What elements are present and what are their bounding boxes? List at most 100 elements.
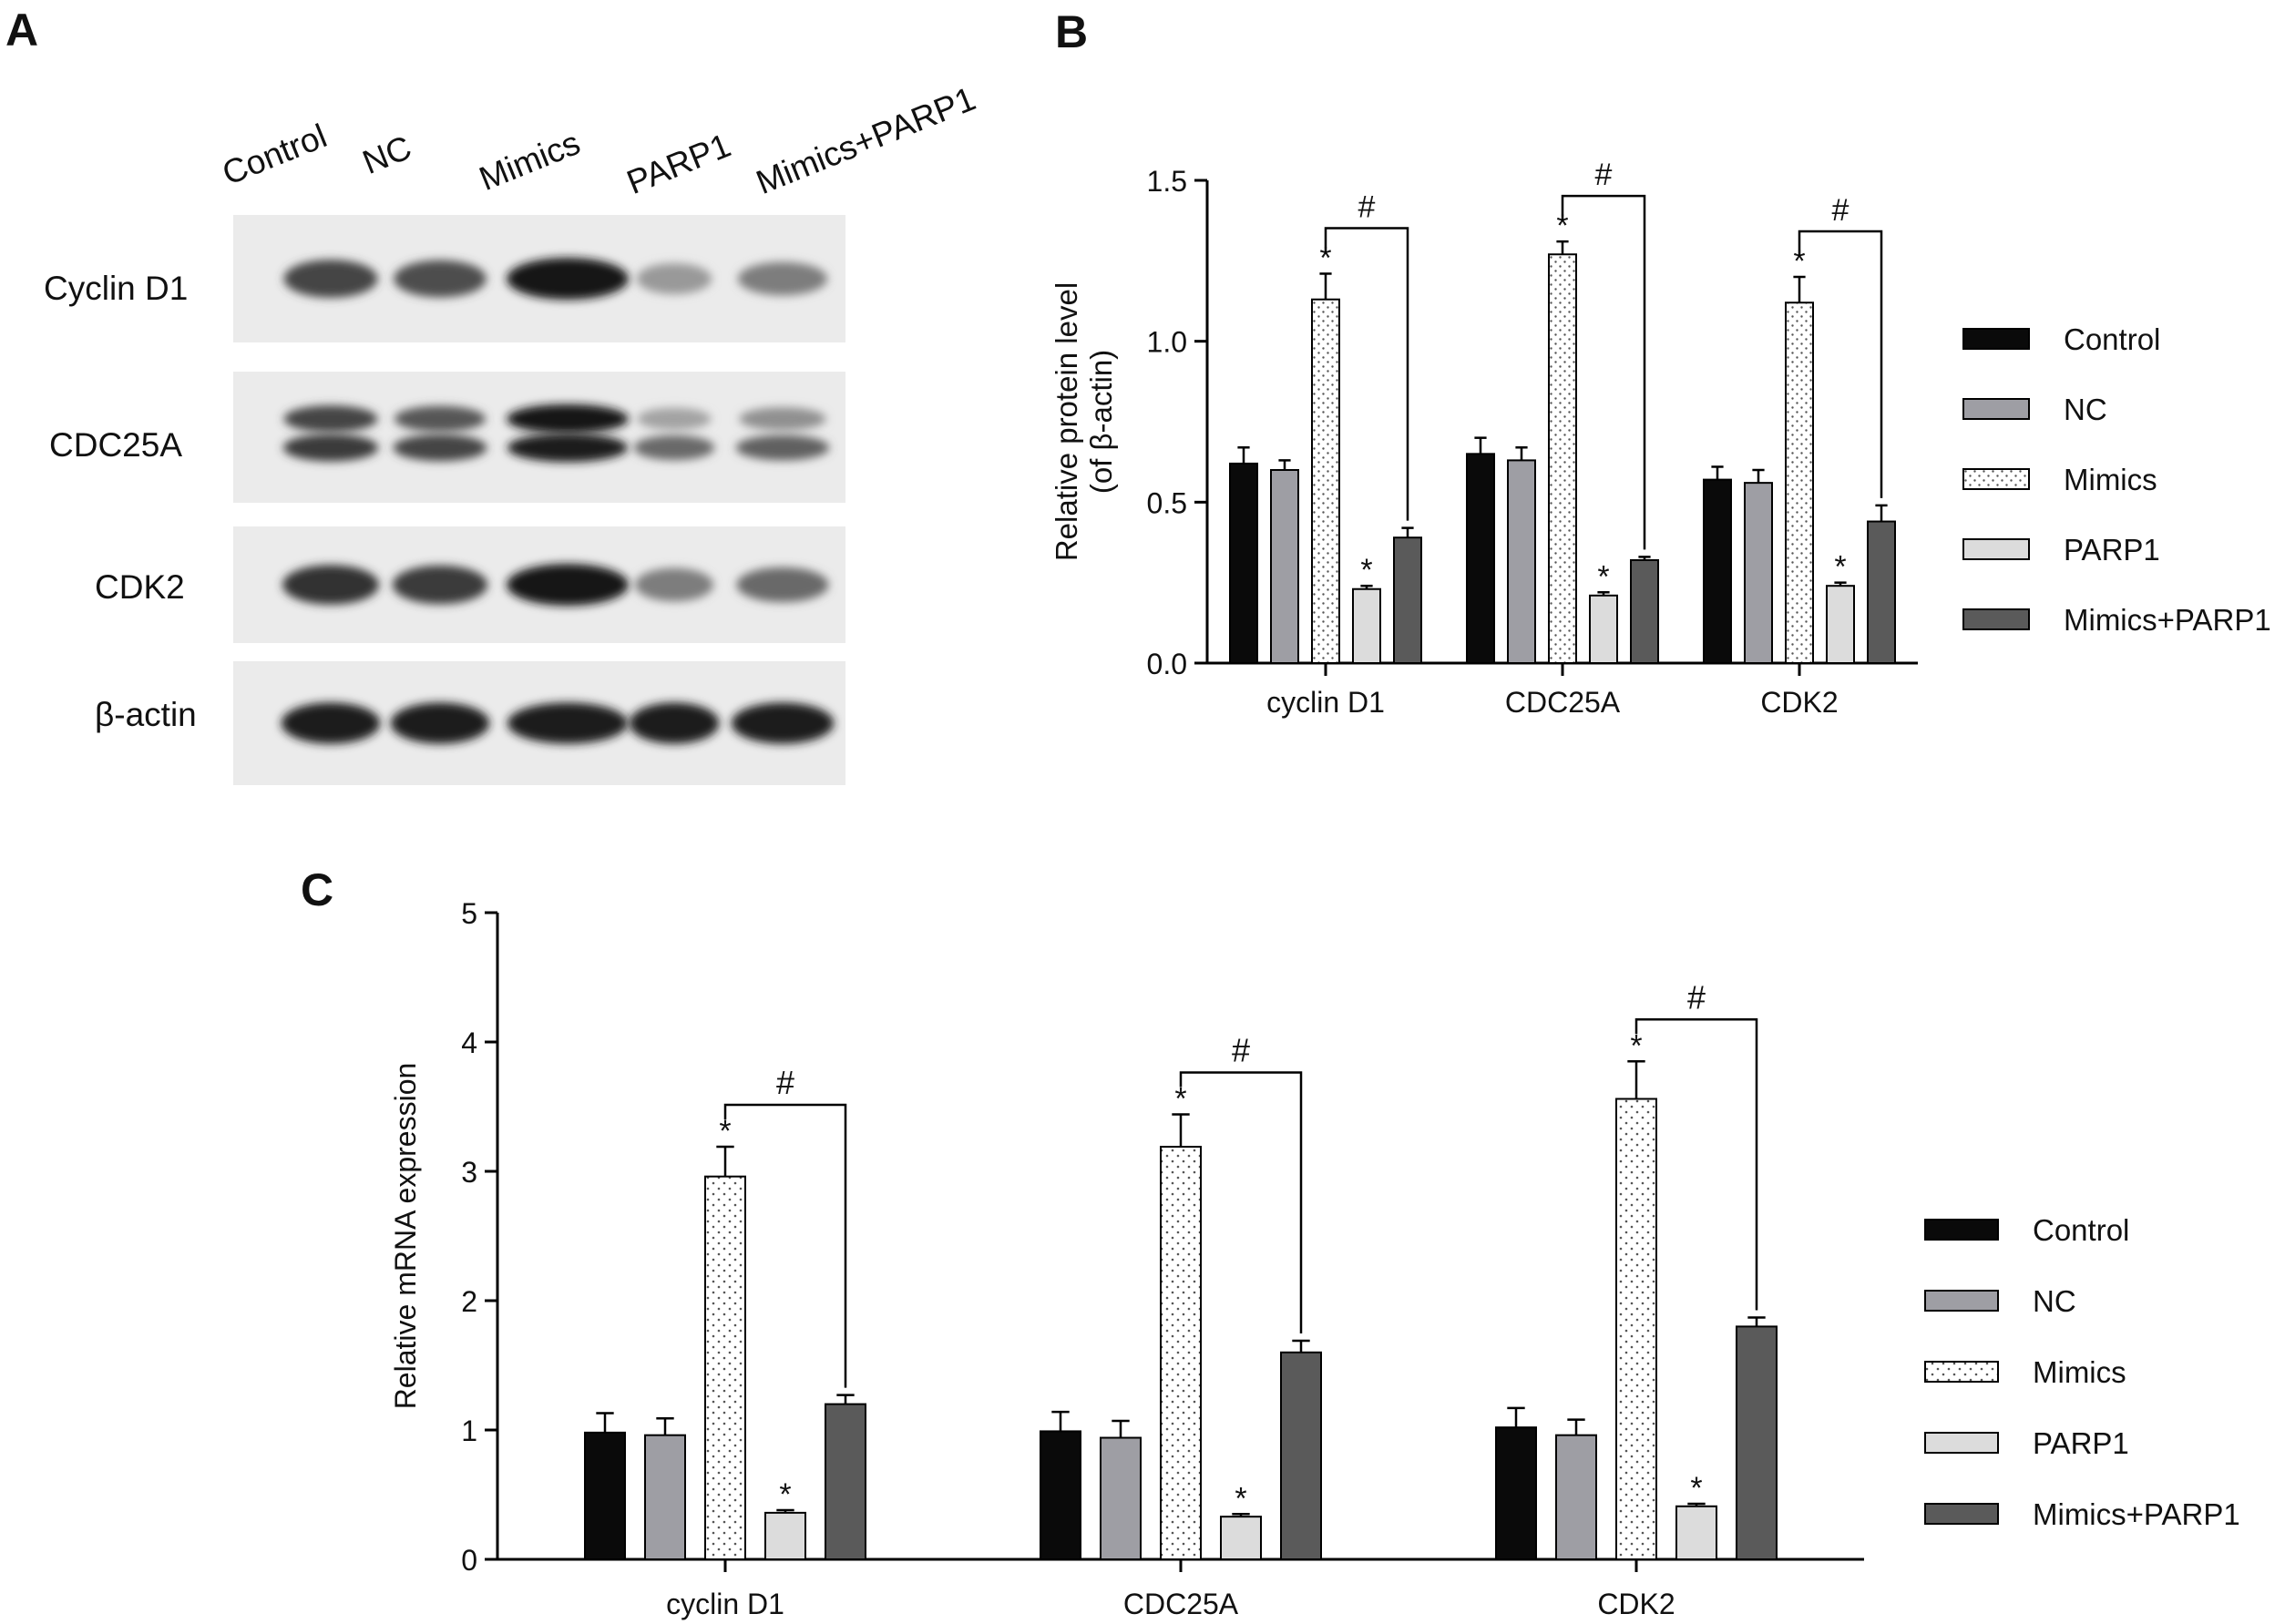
y-tick-label: 1.0 (1147, 326, 1187, 359)
significance-hash: # (1232, 1032, 1250, 1069)
significance-star: * (1690, 1471, 1702, 1506)
band-actin-parp1 (629, 702, 720, 744)
significance-star: * (1793, 244, 1805, 279)
band-cdk2-mimics (507, 564, 629, 606)
band-cdk2-mimics-parp1 (736, 567, 829, 603)
significance-hash: # (1832, 193, 1850, 228)
bar-mimics-parp1-cdk2 (1867, 520, 1896, 664)
legend-swatch-nc (1924, 1290, 1999, 1312)
significance-star: * (1235, 1481, 1246, 1516)
bar-mimics-parp1-cdc25a (1630, 558, 1659, 664)
x-tick-label-cyclin-d1: cyclin D1 (666, 1588, 784, 1620)
significance-bracket (1561, 194, 1646, 550)
bar-control-cyclin-d1 (1229, 462, 1258, 664)
significance-star: * (719, 1114, 731, 1149)
bar-mimics-parp1-cyclin-d1 (825, 1403, 866, 1560)
row-label-cdk2: CDK2 (95, 568, 185, 606)
legend-label-parp1: PARP1 (2033, 1426, 2129, 1460)
x-tick-label-cdk2: CDK2 (1760, 686, 1838, 719)
significance-star: * (1597, 559, 1609, 594)
significance-bracket (723, 1103, 847, 1388)
x-tick-label-cdc25a: CDC25A (1123, 1588, 1239, 1620)
bar-control-cdc25a (1040, 1430, 1081, 1560)
y-tick-label: 4 (461, 1026, 477, 1059)
mrna-expression-chart: 0 1 2 3 4 5 Relative mRNA expression cyclin D1 *… (389, 897, 2240, 1620)
legend-swatch-mimics-parp1 (1924, 1503, 1999, 1525)
legend-label-nc: NC (2033, 1284, 2076, 1318)
y-tick-label: 2 (461, 1285, 477, 1318)
band-cyclin-d1-parp1 (636, 262, 712, 295)
band-actin-control (281, 702, 381, 744)
legend-label-mimics-parp1: Mimics+PARP1 (2064, 603, 2271, 637)
y-tick-label: 0 (461, 1544, 477, 1577)
y-tick-label: 5 (461, 897, 477, 930)
band-cdk2-control (282, 565, 379, 605)
band-actin-nc (390, 702, 490, 744)
legend-swatch-control (1962, 328, 2030, 350)
bar-mimics-parp1-cdc25a (1280, 1351, 1322, 1560)
significance-star: * (1556, 209, 1568, 243)
bar-parp1-cdc25a (1220, 1516, 1262, 1561)
legend-label-nc: NC (2064, 393, 2107, 426)
legend-label-control: Control (2064, 322, 2160, 356)
significance-bracket (1634, 1018, 1758, 1311)
bar-control-cdk2 (1495, 1426, 1537, 1560)
lane-label-nc: NC (357, 128, 417, 182)
significance-star: * (1630, 1028, 1642, 1063)
protein-level-chart: 0.0 0.5 1.0 1.5 Relative protein level(of β-… (1050, 158, 2271, 719)
band-cdk2-parp1 (634, 567, 714, 602)
lane-label-control: Control (217, 117, 333, 193)
significance-star: * (1360, 553, 1372, 587)
legend-label-control: Control (2033, 1213, 2129, 1247)
band-cyclin-d1-control (283, 260, 378, 298)
panel-b-letter: B (1055, 6, 1089, 57)
bar-nc-cyclin-d1 (644, 1434, 686, 1560)
band-cdc25a-nc (394, 405, 487, 433)
band-cdc25a-mimics (507, 403, 629, 434)
bar-parp1-cdk2 (1826, 585, 1855, 665)
significance-star: * (1834, 550, 1846, 585)
legend-swatch-mimics (1962, 468, 2030, 490)
western-blot-image (233, 215, 845, 785)
legend-swatch-parp1 (1924, 1432, 1999, 1454)
band-cyclin-d1-nc (394, 260, 487, 298)
band-cdc25a-control (282, 434, 379, 462)
bar-nc-cdk2 (1744, 482, 1773, 664)
bar-parp1-cyclin-d1 (764, 1511, 806, 1561)
y-axis-label: Relative protein level(of β-actin) (1050, 282, 1118, 561)
significance-hash: # (776, 1064, 794, 1101)
bar-nc-cdc25a (1100, 1436, 1142, 1561)
band-cyclin-d1-mimics (507, 258, 629, 300)
band-cdc25a-control (283, 405, 378, 433)
bar-mimics-cdc25a (1160, 1146, 1202, 1560)
significance-bracket (1798, 230, 1883, 498)
legend-label-mimics: Mimics (2064, 463, 2157, 496)
y-tick-label: 0.0 (1147, 648, 1187, 680)
row-label-cyclin-d1: Cyclin D1 (44, 270, 189, 307)
band-cdk2-nc (392, 565, 488, 605)
bar-mimics-parp1-cdk2 (1736, 1325, 1778, 1560)
significance-hash: # (1358, 189, 1376, 224)
band-cdc25a-mimics (507, 433, 629, 463)
band-actin-mimics-parp1 (731, 702, 835, 744)
y-axis-label: Relative mRNA expression (389, 1063, 422, 1410)
bar-nc-cdk2 (1555, 1434, 1597, 1560)
legend-swatch-control (1924, 1219, 1999, 1241)
y-tick-label: 3 (461, 1156, 477, 1189)
bar-nc-cdc25a (1507, 459, 1536, 664)
band-cdc25a-mimics-parp1 (735, 434, 830, 461)
bar-control-cyclin-d1 (584, 1431, 626, 1561)
bar-mimics-cdk2 (1615, 1098, 1657, 1560)
significance-hash: # (1687, 978, 1706, 1016)
significance-star: * (1174, 1082, 1186, 1117)
bar-control-cdc25a (1466, 453, 1495, 665)
y-tick-label: 1.5 (1147, 165, 1187, 198)
panel-a-letter: A (5, 5, 39, 56)
x-tick-label-cdk2: CDK2 (1597, 1588, 1675, 1620)
significance-bracket (1179, 1071, 1303, 1334)
band-cyclin-d1-mimics-parp1 (737, 261, 828, 296)
bar-mimics-cyclin-d1 (1311, 298, 1340, 664)
row-label-cdc25a: CDC25A (49, 426, 182, 464)
bar-mimics-cyclin-d1 (704, 1175, 746, 1560)
band-cdc25a-mimics-parp1 (739, 407, 826, 431)
